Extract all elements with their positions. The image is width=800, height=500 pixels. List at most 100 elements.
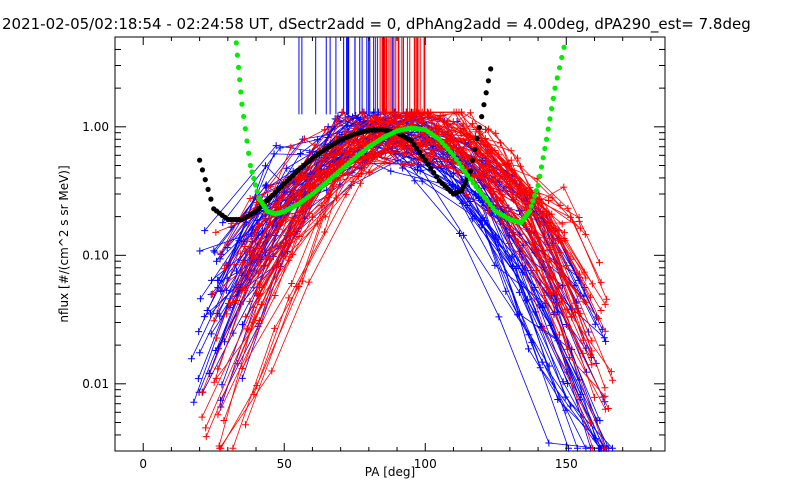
plus-marker — [575, 270, 583, 278]
plus-marker — [560, 273, 568, 281]
plus-marker — [608, 444, 616, 452]
plus-marker — [467, 134, 475, 142]
plus-marker — [523, 192, 531, 200]
plot-frame — [114, 36, 666, 452]
fit-point — [545, 126, 551, 132]
fit-point — [238, 89, 244, 95]
fit-point — [543, 136, 550, 142]
plus-marker — [582, 298, 590, 306]
plus-marker — [448, 181, 456, 189]
plus-marker — [387, 167, 395, 175]
fit-point — [474, 135, 480, 142]
fit-point — [481, 194, 488, 201]
plus-marker — [229, 444, 237, 452]
data-layer — [187, 37, 617, 452]
plus-marker — [609, 376, 617, 384]
plus-marker — [538, 304, 546, 312]
plus-marker — [523, 295, 531, 303]
fit-point — [425, 161, 431, 167]
plus-marker — [305, 185, 313, 193]
plus-marker — [229, 299, 237, 307]
plus-marker — [441, 130, 449, 138]
plus-marker — [360, 153, 368, 161]
plus-marker — [590, 393, 598, 401]
plus-marker — [321, 126, 329, 134]
plus-marker — [283, 164, 291, 172]
plus-marker — [525, 345, 533, 353]
fit-point — [549, 105, 555, 112]
plus-marker — [200, 313, 208, 321]
plus-marker — [387, 148, 395, 156]
plus-marker — [249, 284, 257, 292]
fit-point — [530, 198, 536, 204]
plus-marker — [515, 310, 523, 318]
x-axis-label: PA [deg] — [365, 465, 415, 479]
plus-marker — [399, 164, 407, 172]
plus-marker — [329, 182, 337, 190]
plus-marker — [215, 442, 223, 450]
plus-marker — [564, 204, 572, 212]
plus-marker — [289, 251, 297, 259]
plus-marker — [261, 162, 269, 170]
plus-marker — [450, 170, 458, 178]
plus-marker — [403, 108, 411, 116]
plus-marker — [477, 216, 485, 224]
plus-marker — [201, 227, 209, 235]
measurement-curve — [220, 120, 569, 449]
plus-marker — [497, 139, 505, 147]
plus-marker — [212, 228, 220, 236]
plus-marker — [480, 152, 488, 160]
plus-marker — [416, 167, 424, 175]
plus-marker — [237, 250, 245, 258]
plus-marker — [321, 213, 329, 221]
fit-point — [528, 203, 534, 209]
plus-marker — [588, 280, 596, 288]
plus-marker — [361, 113, 369, 121]
plus-marker — [198, 413, 206, 421]
plus-marker — [265, 255, 273, 263]
x-tick-label: 150 — [555, 457, 578, 471]
plus-marker — [202, 424, 210, 432]
plus-marker — [195, 328, 203, 336]
plus-marker — [591, 320, 599, 328]
plus-marker — [203, 307, 211, 315]
fit-point — [559, 54, 565, 61]
plus-marker — [564, 380, 572, 388]
plus-marker — [512, 264, 520, 272]
fit-point — [459, 164, 465, 170]
fit-point — [251, 175, 257, 182]
plus-marker — [463, 190, 471, 198]
plus-marker — [589, 444, 597, 452]
chart-title: 2021-02-05/02:18:54 - 02:24:58 UT, dSect… — [2, 15, 751, 34]
plus-marker — [295, 233, 303, 241]
fit-point — [487, 201, 493, 207]
fit-point — [470, 157, 476, 164]
plus-marker — [381, 155, 389, 163]
plus-marker — [284, 229, 292, 237]
plus-marker — [392, 113, 400, 121]
fit-point — [464, 172, 471, 178]
plus-marker — [596, 259, 604, 267]
plus-marker — [268, 367, 276, 375]
plus-marker — [560, 183, 568, 191]
fit-layer — [197, 40, 567, 226]
plus-marker — [515, 288, 523, 296]
fit-point — [479, 114, 485, 120]
fit-point — [235, 64, 242, 71]
plus-marker — [457, 128, 465, 136]
plus-marker — [491, 175, 499, 183]
plus-marker — [603, 295, 611, 303]
fit-point — [556, 65, 563, 71]
plus-marker — [508, 253, 516, 261]
plus-marker — [452, 108, 460, 116]
plus-marker — [540, 247, 548, 255]
fit-point — [197, 157, 203, 163]
plus-marker — [360, 163, 368, 171]
plus-marker — [216, 250, 224, 258]
plus-marker — [418, 177, 426, 185]
series-1-curves — [198, 108, 617, 452]
plus-marker — [242, 247, 250, 255]
plus-marker — [318, 202, 326, 210]
measurement-curve — [245, 131, 559, 252]
